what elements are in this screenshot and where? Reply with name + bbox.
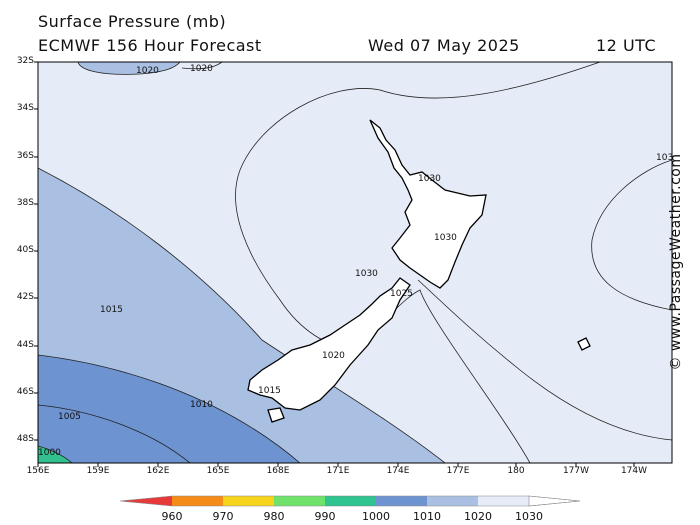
colorbar-label: 1030 bbox=[515, 510, 543, 523]
isobar-1000 bbox=[38, 445, 73, 463]
forecast-date: Wed 07 May 2025 bbox=[368, 36, 520, 55]
isobar-1030-east bbox=[591, 159, 672, 311]
forecast-time: 12 UTC bbox=[596, 36, 657, 55]
colorbar-swatch-970 bbox=[172, 496, 223, 506]
isobar-label: 1020 bbox=[322, 351, 345, 361]
isobar-label: 1030 bbox=[434, 233, 457, 243]
lat-label: 38S bbox=[16, 198, 34, 208]
lon-label: 165E bbox=[206, 466, 230, 476]
lat-label: 48S bbox=[16, 434, 34, 444]
map-frame bbox=[37, 61, 673, 464]
credit-watermark: © www.PassageWeather.com bbox=[668, 153, 684, 371]
colorbar bbox=[119, 495, 581, 507]
colorbar-label: 990 bbox=[314, 510, 336, 523]
colorbar-end bbox=[528, 495, 581, 507]
fill-1000-1010 bbox=[38, 355, 300, 463]
isobar-label: 1030 bbox=[418, 174, 441, 184]
isobar-1025 bbox=[417, 279, 672, 441]
isobar-label: 1000 bbox=[38, 448, 61, 458]
colorbar-label: 970 bbox=[212, 510, 234, 523]
lat-label: 34S bbox=[16, 103, 34, 113]
isobar-label: 1025 bbox=[390, 289, 413, 299]
lat-label: 36S bbox=[16, 151, 34, 161]
isobar-label: 1020 bbox=[136, 66, 159, 76]
lat-label: 40S bbox=[16, 245, 34, 255]
lon-label: 162E bbox=[146, 466, 170, 476]
colorbar-label: 1000 bbox=[362, 510, 390, 523]
lon-label: 171E bbox=[326, 466, 350, 476]
isobar-1020-top bbox=[77, 62, 181, 75]
stewart-island bbox=[267, 407, 285, 423]
colorbar-swatch-1020 bbox=[427, 496, 478, 506]
lat-label: 42S bbox=[16, 292, 34, 302]
fill-990-1000 bbox=[38, 446, 72, 463]
isobar-1020-top-b bbox=[181, 62, 223, 70]
lat-label: 32S bbox=[16, 56, 34, 66]
colorbar-label: 980 bbox=[263, 510, 285, 523]
lon-label: 156E bbox=[26, 466, 50, 476]
lon-label: 168E bbox=[266, 466, 290, 476]
colorbar-swatch-1000 bbox=[325, 496, 376, 506]
colorbar-swatch-980 bbox=[223, 496, 274, 506]
colorbar-swatch-1030 bbox=[478, 496, 529, 506]
colorbar-label: 960 bbox=[161, 510, 183, 523]
chart-title: Surface Pressure (mb) bbox=[38, 12, 227, 31]
isobar-label: 1010 bbox=[190, 400, 213, 410]
isobar-label: 1020 bbox=[190, 64, 213, 74]
colorbar-swatch-990 bbox=[274, 496, 325, 506]
chatham-islands bbox=[577, 337, 591, 351]
isobar-labels: 1020 1020 1030 1030 1030 1025 1020 1015 … bbox=[38, 64, 673, 458]
isobar-label: 103 bbox=[656, 153, 673, 163]
model-label: ECMWF 156 Hour Forecast bbox=[38, 36, 262, 55]
isobar-label: 1030 bbox=[355, 269, 378, 279]
isobar-1015 bbox=[38, 167, 446, 463]
new-zealand-coast bbox=[247, 119, 591, 423]
lat-label: 46S bbox=[16, 387, 34, 397]
isobar-label: 1005 bbox=[58, 412, 81, 422]
colorbar-swatch-1010 bbox=[376, 496, 427, 506]
lon-label: 180 bbox=[507, 466, 525, 476]
lon-label: 177E bbox=[446, 466, 470, 476]
colorbar-label: 1020 bbox=[464, 510, 492, 523]
lon-label: 177W bbox=[562, 466, 590, 476]
south-island bbox=[247, 277, 411, 411]
fill-1020-top bbox=[78, 62, 180, 75]
lon-label: 159E bbox=[86, 466, 110, 476]
colorbar-label: 1010 bbox=[413, 510, 441, 523]
isobar-label: 1015 bbox=[100, 305, 123, 315]
lon-label: 174E bbox=[386, 466, 410, 476]
lat-label: 44S bbox=[16, 340, 34, 350]
lon-label: 174W bbox=[620, 466, 648, 476]
colorbar-swatch-960 bbox=[120, 496, 172, 506]
isobar-1030 bbox=[235, 62, 601, 463]
isobar-1005 bbox=[38, 404, 191, 463]
north-island bbox=[369, 119, 487, 289]
isobar-label: 1015 bbox=[258, 386, 281, 396]
isobar-1010 bbox=[38, 354, 301, 463]
